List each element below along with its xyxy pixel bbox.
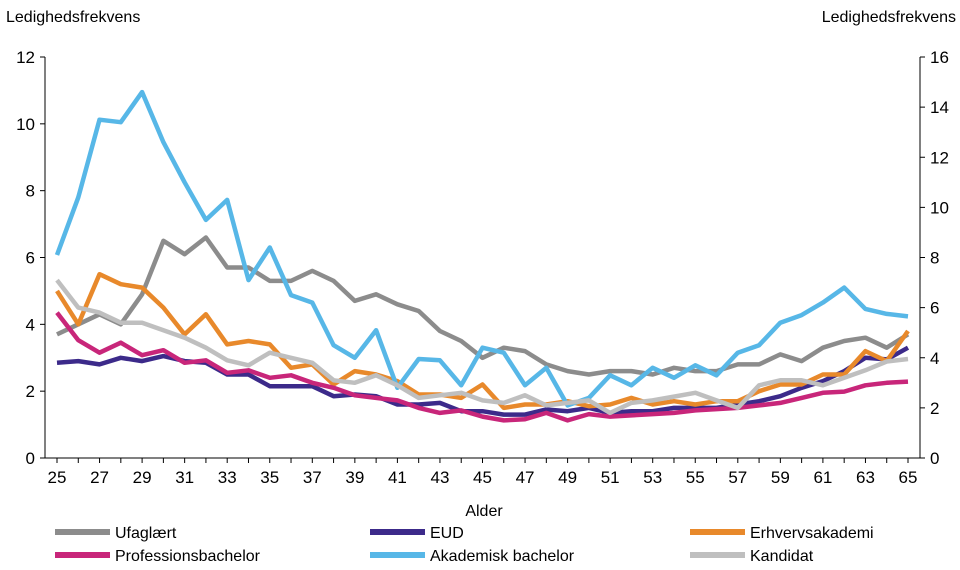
x-tick-label: 41 — [388, 468, 407, 487]
x-tick-label: 57 — [728, 468, 747, 487]
x-tick-label: 51 — [601, 468, 620, 487]
x-tick-label: 63 — [856, 468, 875, 487]
right-tick-label: 16 — [930, 48, 949, 67]
x-tick-label: 33 — [218, 468, 237, 487]
legend-label: EUD — [430, 525, 464, 542]
x-tick-label: 65 — [899, 468, 918, 487]
legend: Ufaglært EUD Erhvervsakademi Professionsbac… — [55, 525, 874, 565]
right-tick-label: 12 — [930, 148, 949, 167]
left-tick-label: 8 — [26, 182, 35, 201]
right-axis-title: Ledighedsfrekvens — [822, 9, 956, 26]
left-tick-label: 4 — [26, 315, 35, 334]
x-tick-label: 39 — [345, 468, 364, 487]
legend-label: Erhvervsakademi — [750, 525, 874, 542]
right-tick-label: 8 — [930, 249, 939, 268]
left-tick-label: 12 — [16, 48, 35, 67]
x-tick-label: 47 — [516, 468, 535, 487]
left-tick-label: 2 — [26, 382, 35, 401]
left-tick-label: 10 — [16, 115, 35, 134]
x-tick-label: 27 — [90, 468, 109, 487]
x-tick-label: 61 — [813, 468, 832, 487]
series-line-akademisk-bachelor — [54, 89, 909, 408]
series-line-ufagl-rt — [56, 235, 910, 377]
series-line-professionsbachelor — [55, 311, 909, 423]
x-tick-label: 35 — [260, 468, 279, 487]
left-tick-label: 0 — [26, 449, 35, 468]
x-tick-label: 49 — [558, 468, 577, 487]
x-tick-label: 43 — [430, 468, 449, 487]
right-tick-label: 4 — [930, 349, 939, 368]
x-axis-title: Alder — [465, 503, 503, 520]
right-tick-label: 6 — [930, 299, 939, 318]
x-tick-label: 31 — [175, 468, 194, 487]
legend-label: Professionsbachelor — [115, 548, 261, 565]
x-tick-label: 29 — [133, 468, 152, 487]
series-line-erhvervsakademi — [55, 271, 910, 411]
right-tick-label: 0 — [930, 449, 939, 468]
axes: 0 2 4 6 8 10 12 0 2 4 6 8 10 12 14 16 25 27 29 31 33 35 37 39 41… — [16, 48, 949, 487]
series-line-kandidat — [55, 278, 909, 416]
x-tick-label: 55 — [686, 468, 705, 487]
legend-label: Ufaglært — [115, 525, 177, 542]
x-tick-label: 25 — [48, 468, 67, 487]
right-tick-label: 2 — [930, 399, 939, 418]
left-axis-title: Ledighedsfrekvens — [6, 9, 140, 26]
x-tick-label: 59 — [771, 468, 790, 487]
x-tick-label: 45 — [473, 468, 492, 487]
right-tick-label: 10 — [930, 198, 949, 217]
left-tick-label: 6 — [26, 249, 35, 268]
right-tick-label: 14 — [930, 98, 949, 117]
x-tick-label: 37 — [303, 468, 322, 487]
series-lines — [54, 89, 910, 423]
x-tick-label: 53 — [643, 468, 662, 487]
legend-label: Akademisk bachelor — [430, 548, 575, 565]
legend-label: Kandidat — [750, 548, 814, 565]
